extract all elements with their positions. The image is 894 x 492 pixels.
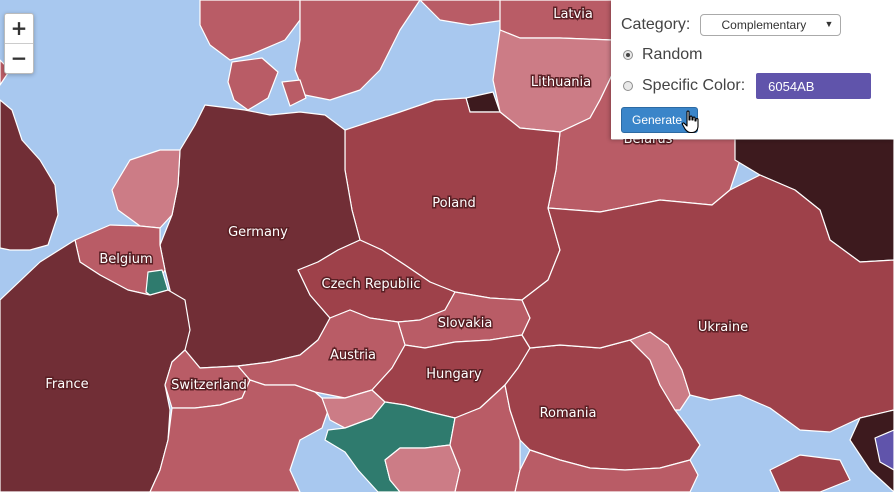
country-denmark[interactable]: [227, 57, 279, 111]
label-poland: Poland: [432, 196, 475, 211]
label-germany: Germany: [228, 225, 288, 240]
country-finland[interactable]: [419, 0, 521, 26]
hand-cursor-icon: [681, 110, 699, 134]
label-belgium: Belgium: [99, 252, 152, 267]
country-ukraine[interactable]: [521, 174, 894, 433]
label-czech-republic: Czech Republic: [322, 277, 421, 292]
specific-color-label: Specific Color:: [642, 77, 746, 94]
country-bosnia[interactable]: [384, 444, 461, 492]
specific-color-input[interactable]: 6054AB: [756, 73, 872, 99]
country-netherlands[interactable]: [111, 149, 181, 229]
zoom-out-button[interactable]: −: [5, 43, 33, 73]
country-sweden[interactable]: [294, 0, 421, 101]
country-bulgaria[interactable]: [514, 449, 699, 492]
zoom-in-button[interactable]: +: [10, 16, 28, 40]
label-france: France: [45, 377, 88, 392]
category-row: Category: Complementary ▼: [621, 13, 894, 37]
random-label: Random: [642, 46, 703, 63]
label-slovakia: Slovakia: [438, 316, 493, 331]
label-ukraine: Ukraine: [698, 320, 748, 335]
generate-button-label: Generate: [632, 113, 683, 127]
category-select[interactable]: Complementary ▼: [700, 14, 842, 36]
category-select-value: Complementary: [721, 18, 807, 32]
region-crimea[interactable]: [769, 454, 851, 492]
label-hungary: Hungary: [426, 367, 482, 382]
specific-color-radio[interactable]: [623, 81, 633, 91]
label-latvia: Latvia: [553, 7, 593, 22]
region-russia-krasnodar[interactable]: [874, 429, 894, 471]
zoom-control: + −: [4, 13, 34, 74]
label-romania: Romania: [540, 406, 597, 421]
label-switzerland: Switzerland: [171, 378, 247, 393]
chevron-down-icon: ▼: [824, 19, 834, 29]
category-label: Category:: [621, 16, 691, 33]
label-lithuania: Lithuania: [531, 75, 591, 90]
random-radio[interactable]: [623, 50, 633, 60]
island-zealand[interactable]: [281, 79, 307, 107]
country-great-britain[interactable]: [0, 99, 59, 251]
country-russia-south[interactable]: [849, 409, 894, 492]
color-control-panel: Category: Complementary ▼ Random Specifi…: [611, 0, 894, 139]
random-row[interactable]: Random: [621, 43, 894, 67]
specific-color-row[interactable]: Specific Color: 6054AB: [621, 73, 894, 99]
country-italy[interactable]: [149, 379, 331, 492]
label-austria: Austria: [330, 348, 376, 363]
